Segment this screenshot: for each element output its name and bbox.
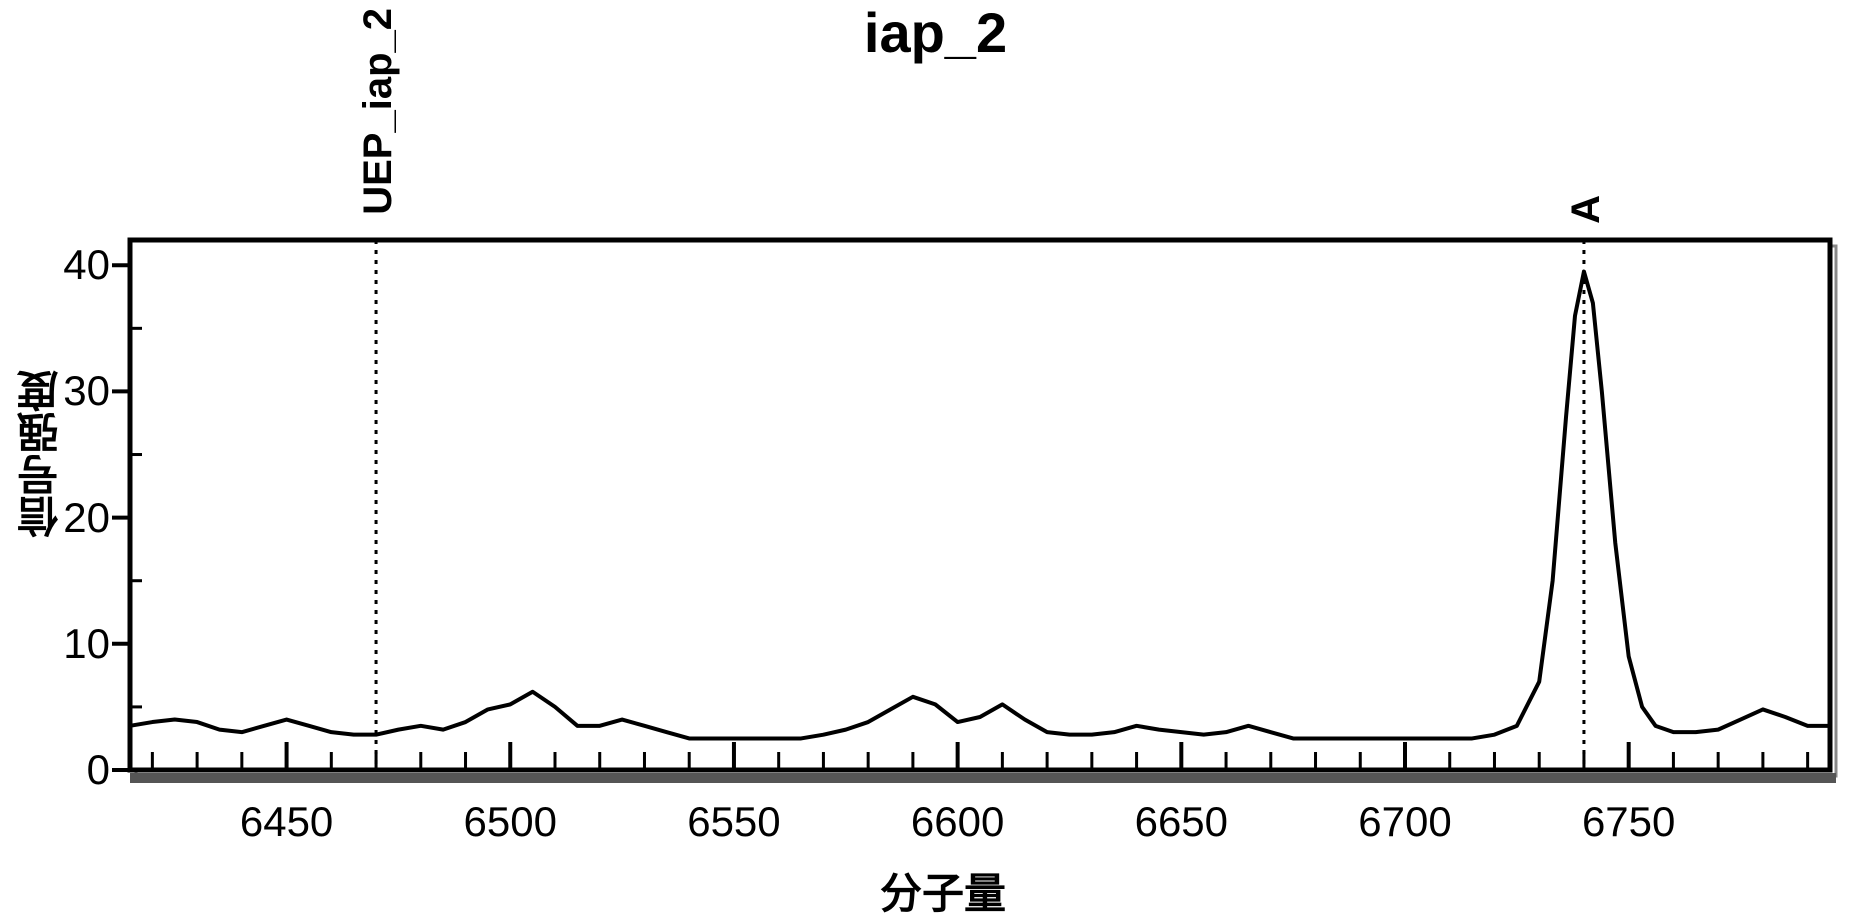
xtick-label: 6750 — [1582, 798, 1675, 846]
xtick-label: 6450 — [240, 798, 333, 846]
xtick-label: 6650 — [1135, 798, 1228, 846]
chart-container: iap_2 信号强度 UEP_iap_2A 645065006550660066… — [0, 0, 1871, 922]
xtick-label: 6700 — [1358, 798, 1451, 846]
x-axis-label: 分子量 — [880, 860, 1006, 921]
marker-label: A — [1564, 195, 1609, 224]
ytick-label: 40 — [55, 241, 110, 289]
ytick-label: 20 — [55, 494, 110, 542]
ytick-label: 0 — [55, 746, 110, 794]
marker-label: UEP_iap_2 — [356, 8, 401, 215]
xtick-label: 6500 — [464, 798, 557, 846]
plot-area — [0, 0, 1871, 922]
ytick-label: 10 — [55, 620, 110, 668]
xtick-label: 6550 — [687, 798, 780, 846]
xtick-label: 6600 — [911, 798, 1004, 846]
ytick-label: 30 — [55, 367, 110, 415]
